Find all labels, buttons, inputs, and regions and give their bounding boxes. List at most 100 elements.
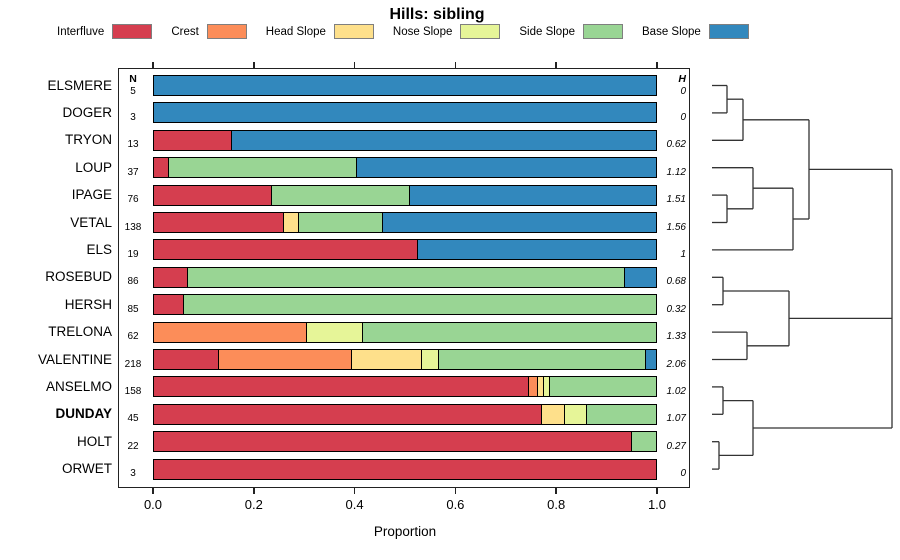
row-label-ipage: IPAGE bbox=[71, 187, 112, 203]
bar-segment-head_slope bbox=[542, 404, 566, 424]
h-value: 0 bbox=[680, 468, 686, 480]
legend-swatch-head_slope bbox=[333, 24, 374, 39]
n-header: N bbox=[129, 73, 137, 85]
legend-item-side_slope: Side Slope bbox=[519, 24, 623, 39]
stacked-bar-tryon bbox=[153, 129, 657, 151]
n-value: 218 bbox=[124, 358, 142, 370]
row-label-trelona: TRELONA bbox=[48, 324, 112, 340]
x-tick-label: 1.0 bbox=[647, 497, 667, 512]
bar-segment-side_slope bbox=[298, 213, 383, 232]
bar-segment-side_slope bbox=[549, 377, 656, 397]
n-value: 13 bbox=[127, 139, 139, 151]
bar-segment-interfluve bbox=[154, 432, 632, 452]
stacked-bar-elsmere bbox=[153, 75, 657, 96]
x-tick-top bbox=[656, 62, 658, 68]
x-tick-label: 0.6 bbox=[446, 497, 465, 512]
n-value: 37 bbox=[127, 166, 139, 178]
legend-item-nose_slope: Nose Slope bbox=[392, 24, 501, 39]
bar-segment-interfluve bbox=[154, 240, 418, 260]
row-label-anselmo: ANSELMO bbox=[45, 378, 112, 394]
n-value: 45 bbox=[127, 413, 139, 425]
n-value: 3 bbox=[130, 468, 136, 480]
bar-segment-side_slope bbox=[169, 158, 358, 178]
h-value: 1.02 bbox=[666, 385, 686, 397]
legend-item-interfluve: Interfluve bbox=[57, 24, 153, 39]
stacked-bar-els bbox=[153, 239, 657, 261]
bar-segment-crest bbox=[529, 377, 538, 397]
bar-segment-interfluve bbox=[154, 213, 284, 232]
plot-area bbox=[118, 68, 690, 488]
chart-title: Hills: sibling bbox=[389, 6, 485, 23]
stacked-bar-rosebud bbox=[153, 266, 657, 288]
x-tick-top bbox=[353, 62, 356, 68]
legend-label: Nose Slope bbox=[392, 25, 453, 38]
h-value: 0.27 bbox=[666, 440, 686, 452]
bar-segment-head_slope bbox=[283, 213, 299, 232]
bar-segment-interfluve bbox=[154, 158, 170, 178]
bar-segment-base_slope bbox=[231, 130, 656, 150]
legend-label: Side Slope bbox=[519, 25, 575, 38]
bar-segment-interfluve bbox=[154, 459, 656, 479]
legend-swatch-crest bbox=[206, 24, 247, 39]
bar-segment-side_slope bbox=[362, 322, 656, 342]
row-label-els: ELS bbox=[86, 241, 112, 257]
x-tick-bottom bbox=[656, 488, 658, 494]
row-label-elsmere: ELSMERE bbox=[47, 77, 112, 93]
n-value: 5 bbox=[130, 85, 136, 97]
bar-segment-side_slope bbox=[271, 185, 411, 205]
row-label-tryon: TRYON bbox=[64, 132, 112, 148]
bar-segment-base_slope bbox=[154, 103, 656, 123]
bar-segment-interfluve bbox=[154, 130, 232, 150]
stacked-bar-ipage bbox=[153, 184, 657, 206]
bar-segment-base_slope bbox=[624, 267, 656, 287]
n-value: 19 bbox=[127, 248, 139, 260]
h-value: 0.62 bbox=[666, 139, 686, 151]
n-value: 62 bbox=[127, 331, 139, 343]
bar-segment-base_slope bbox=[382, 213, 656, 232]
row-label-loup: LOUP bbox=[75, 159, 112, 175]
n-value: 158 bbox=[124, 385, 142, 397]
x-tick-top bbox=[253, 62, 255, 68]
bar-segment-head_slope bbox=[351, 350, 423, 369]
legend-label: Crest bbox=[171, 25, 199, 38]
x-tick-top bbox=[454, 62, 457, 68]
bar-segment-base_slope bbox=[417, 240, 656, 260]
row-label-vetal: VETAL bbox=[70, 214, 112, 230]
bar-segment-nose_slope bbox=[306, 322, 363, 342]
stacked-bar-loup bbox=[153, 157, 657, 179]
stacked-bar-doger bbox=[153, 102, 657, 124]
bar-segment-side_slope bbox=[188, 267, 625, 287]
x-tick-top bbox=[555, 62, 557, 68]
h-header: H bbox=[678, 73, 686, 85]
legend-swatch-base_slope bbox=[708, 24, 749, 39]
x-tick-bottom bbox=[152, 488, 154, 494]
x-tick-top bbox=[152, 62, 154, 68]
h-value: 1.51 bbox=[666, 194, 686, 206]
n-value: 3 bbox=[130, 111, 136, 123]
legend-item-crest: Crest bbox=[171, 24, 247, 39]
row-label-valentine: VALENTINE bbox=[37, 351, 112, 367]
bar-segment-base_slope bbox=[645, 350, 656, 369]
bar-segment-nose_slope bbox=[565, 404, 587, 424]
legend-item-base_slope: Base Slope bbox=[642, 24, 749, 39]
bar-segment-interfluve bbox=[154, 350, 219, 369]
legend-label: Base Slope bbox=[642, 25, 701, 38]
h-value: 1.07 bbox=[666, 413, 686, 425]
stacked-bar-holt bbox=[153, 431, 657, 453]
bar-segment-interfluve bbox=[154, 295, 185, 315]
x-tick-label: 0.0 bbox=[143, 497, 163, 512]
bar-segment-interfluve bbox=[154, 377, 530, 397]
bar-segment-side_slope bbox=[438, 350, 646, 369]
row-label-doger: DOGER bbox=[62, 104, 112, 120]
bar-segment-base_slope bbox=[410, 185, 656, 205]
h-value: 0 bbox=[680, 85, 686, 97]
bar-segment-head_slope bbox=[537, 377, 545, 397]
row-label-rosebud: ROSEBUD bbox=[45, 269, 112, 285]
row-label-dunday: DUNDAY bbox=[55, 406, 112, 422]
n-value: 138 bbox=[124, 221, 142, 233]
bar-segment-nose_slope bbox=[422, 350, 439, 369]
bar-segment-interfluve bbox=[154, 267, 189, 287]
h-value: 1.12 bbox=[666, 166, 686, 178]
